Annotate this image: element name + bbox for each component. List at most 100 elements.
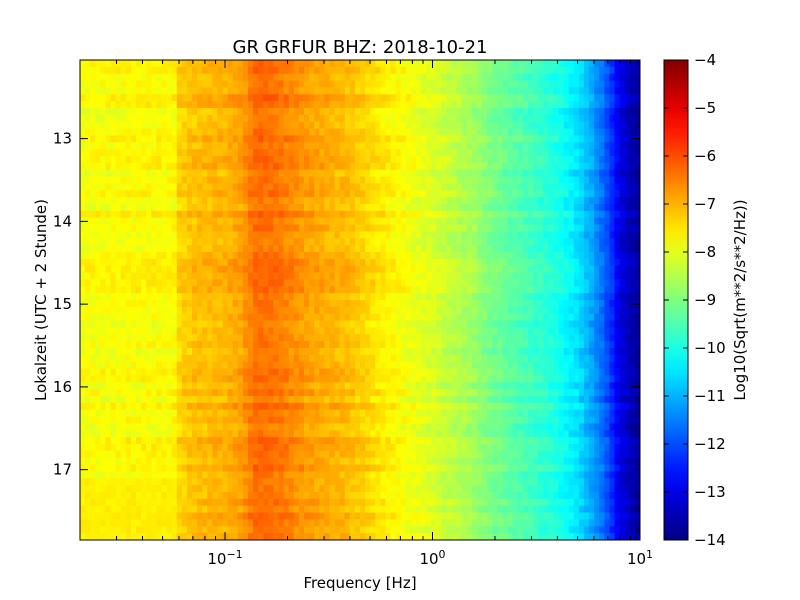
heatmap-cell (395, 128, 402, 137)
heatmap-cell (268, 190, 275, 198)
heatmap-cell (339, 313, 346, 322)
heatmap-cell (293, 128, 300, 137)
heatmap-cell (436, 334, 443, 342)
heatmap-cell (573, 300, 580, 308)
heatmap-cell (248, 210, 254, 219)
heatmap-cell (283, 121, 290, 130)
heatmap-cell (380, 327, 387, 335)
heatmap-cell (578, 80, 585, 89)
heatmap-cell (563, 334, 570, 342)
heatmap-cell (492, 334, 499, 342)
heatmap-cell (237, 258, 244, 267)
heatmap-cell (548, 245, 555, 253)
heatmap-cell (130, 224, 137, 233)
heatmap-cell (431, 87, 437, 95)
heatmap-cell (202, 183, 208, 191)
heatmap-cell (517, 306, 524, 315)
heatmap-cell (186, 334, 193, 342)
heatmap-cell (578, 245, 585, 253)
heatmap-cell (324, 252, 331, 260)
heatmap-cell (349, 320, 356, 329)
heatmap-cell (80, 286, 86, 294)
heatmap-cell (339, 135, 346, 143)
heatmap-cell (288, 162, 295, 171)
heatmap-cell (100, 135, 107, 143)
heatmap-cell (268, 354, 275, 363)
heatmap-cell (568, 272, 575, 281)
heatmap-cell (344, 190, 351, 198)
heatmap-cell (538, 341, 544, 349)
heatmap-cell (293, 204, 300, 212)
heatmap-cell (380, 197, 387, 205)
heatmap-cell (543, 87, 549, 95)
heatmap-cell (263, 183, 269, 191)
heatmap-cell (110, 176, 117, 185)
heatmap-cell (563, 121, 570, 130)
heatmap-cell (405, 156, 412, 164)
heatmap-cell (395, 204, 402, 212)
heatmap-cell (130, 231, 137, 239)
heatmap-cell (192, 334, 198, 342)
heatmap-cell (171, 128, 178, 137)
heatmap-cell (253, 252, 259, 260)
heatmap-cell (288, 73, 295, 82)
heatmap-cell (283, 231, 290, 239)
heatmap-cell (360, 334, 366, 342)
heatmap-cell (100, 60, 107, 68)
heatmap-cell (578, 73, 585, 82)
heatmap-cell (136, 327, 142, 335)
heatmap-cell (130, 354, 137, 363)
heatmap-cell (100, 210, 107, 219)
heatmap-cell (548, 156, 555, 164)
heatmap-cell (156, 231, 163, 239)
heatmap-cell (568, 162, 575, 171)
heatmap-cell (293, 210, 300, 219)
heatmap-cell (405, 258, 412, 267)
heatmap-cell (324, 272, 331, 281)
heatmap-cell (375, 341, 381, 349)
heatmap-cell (431, 361, 437, 370)
heatmap-cell (538, 87, 544, 95)
heatmap-cell (436, 306, 443, 315)
heatmap-cell (309, 238, 315, 246)
heatmap-cell (538, 176, 544, 185)
heatmap-cell (85, 149, 91, 157)
heatmap-cell (548, 121, 555, 130)
heatmap-cell (217, 176, 224, 185)
heatmap-cell (125, 183, 132, 191)
heatmap-cell (461, 245, 468, 253)
heatmap-cell (151, 73, 157, 82)
heatmap-cell (202, 252, 208, 260)
heatmap-cell (232, 238, 239, 246)
heatmap-cell (258, 210, 264, 219)
heatmap-cell (85, 108, 91, 116)
heatmap-cell (344, 162, 351, 171)
heatmap-cell (619, 354, 626, 363)
heatmap-cell (304, 87, 310, 95)
heatmap-cell (242, 121, 249, 130)
heatmap-cell (161, 252, 168, 260)
heatmap-cell (461, 121, 468, 130)
heatmap-cell (421, 245, 427, 253)
heatmap-cell (212, 190, 219, 198)
heatmap-cell (105, 258, 112, 267)
heatmap-cell (395, 87, 402, 95)
heatmap-cell (380, 114, 387, 123)
heatmap-cell (197, 169, 203, 178)
heatmap-cell (156, 354, 163, 363)
heatmap-cell (156, 73, 163, 82)
heatmap-cell (512, 245, 519, 253)
heatmap-cell (309, 361, 315, 370)
heatmap-cell (604, 231, 611, 239)
heatmap-cell (146, 341, 152, 349)
heatmap-cell (578, 293, 585, 301)
heatmap-cell (584, 210, 590, 219)
heatmap-cell (125, 197, 132, 205)
heatmap-cell (344, 245, 351, 253)
heatmap-cell (461, 334, 468, 342)
heatmap-cell (441, 320, 448, 329)
heatmap-cell (533, 108, 539, 116)
heatmap-cell (400, 286, 407, 294)
heatmap-cell (136, 156, 142, 164)
heatmap-cell (466, 341, 473, 349)
